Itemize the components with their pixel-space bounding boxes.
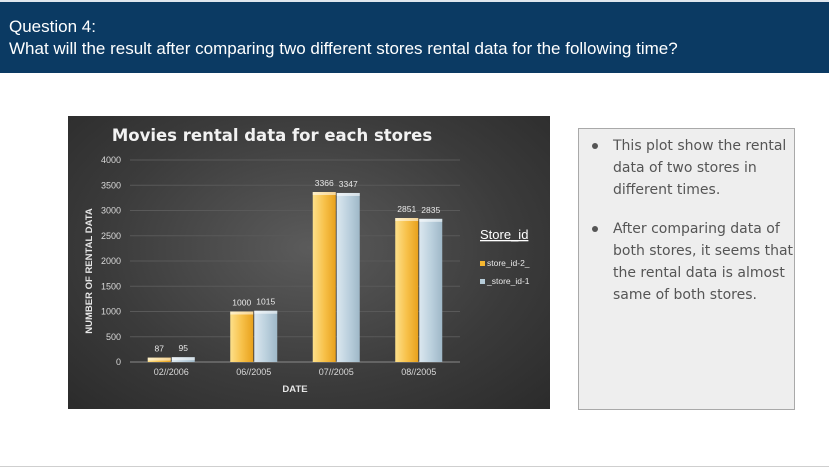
y-tick-label: 3500: [101, 180, 121, 190]
x-tick-label: 07//2005: [319, 367, 354, 377]
chart-canvas: Movies rental data for each stores 0 500 1…: [84, 126, 530, 395]
note-item-2: After comparing data of both stores, it …: [592, 218, 794, 306]
bar-highlight: [147, 357, 171, 361]
legend-entry: store_id-2_: [487, 258, 530, 268]
x-tick-label: 06//2005: [236, 367, 271, 377]
x-axis-ticks: 02//2006 06//2005 07//2005 08//2005: [154, 367, 437, 377]
divider: [0, 466, 829, 467]
y-tick-label: 4000: [101, 155, 121, 165]
data-label: 1015: [256, 297, 275, 307]
x-tick-label: 08//2005: [401, 367, 436, 377]
bar-highlight: [230, 311, 254, 315]
bar-highlight: [312, 192, 336, 196]
x-tick-label: 02//2006: [154, 367, 189, 377]
legend-entry: _store_id-1: [486, 276, 530, 286]
notes-panel: This plot show the rental data of two st…: [578, 128, 795, 410]
note-item-1: This plot show the rental data of two st…: [592, 135, 794, 201]
data-label: 2835: [421, 205, 440, 215]
y-tick-label: 3000: [101, 206, 121, 216]
y-tick-label: 1500: [101, 281, 121, 291]
question-text: What will the result after comparing two…: [9, 39, 678, 58]
bar-store-2: [395, 218, 419, 362]
legend-title: Store_id: [480, 227, 528, 242]
bar-highlight: [171, 357, 195, 361]
y-tick-label: 0: [116, 357, 121, 367]
chart-title: Movies rental data for each stores: [112, 126, 432, 145]
bar-store-2: [312, 192, 336, 362]
bar-store-2: [230, 311, 254, 362]
rental-chart: Movies rental data for each stores 0 500 1…: [68, 116, 550, 409]
chart-gridlines: [130, 159, 460, 363]
data-label: 3366: [315, 178, 334, 188]
legend-swatch: [480, 279, 485, 284]
legend-swatch: [480, 261, 485, 266]
chart-bars: 87 95 1000 1015 3366 3347 2851 2835: [147, 178, 443, 362]
y-tick-label: 500: [106, 332, 121, 342]
y-axis-label: NUMBER OF RENTAL DATA: [84, 208, 95, 334]
question-header: Question 4: What will the result after c…: [0, 0, 829, 73]
bar-store-1: [254, 310, 278, 362]
bar-store-1: [336, 192, 360, 362]
data-label: 2851: [397, 204, 416, 214]
y-tick-label: 2500: [101, 231, 121, 241]
bar-highlight: [395, 218, 419, 222]
bar-highlight: [419, 218, 443, 222]
bar-highlight: [254, 310, 278, 314]
data-label: 87: [155, 344, 165, 354]
question-number: Question 4:: [9, 17, 96, 36]
data-label: 3347: [339, 179, 358, 189]
bar-store-1: [419, 218, 443, 362]
bar-highlight: [336, 192, 360, 196]
y-tick-label: 1000: [101, 307, 121, 317]
data-label: 95: [179, 343, 189, 353]
x-axis-label: DATE: [282, 384, 307, 395]
y-tick-label: 2000: [101, 256, 121, 266]
y-axis-ticks: 0 500 1000 1500 2000 2500 3000 3500 4000: [101, 155, 121, 367]
data-label: 1000: [232, 298, 251, 308]
notes-list: This plot show the rental data of two st…: [579, 135, 794, 306]
chart-legend: store_id-2_ _store_id-1: [480, 258, 530, 286]
